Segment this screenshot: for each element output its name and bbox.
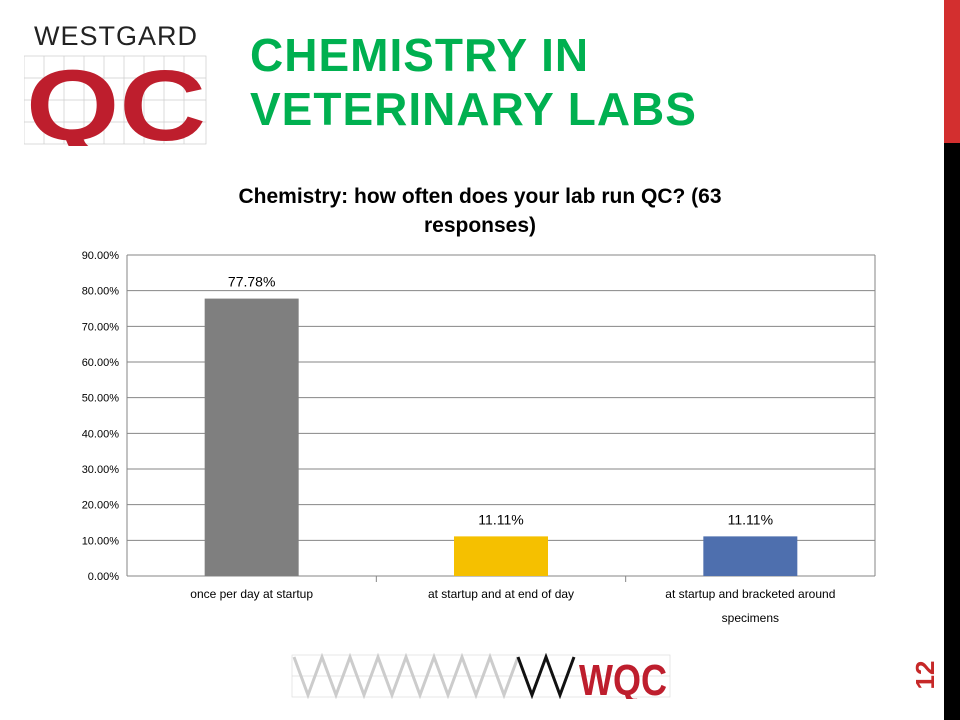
- y-tick-label: 80.00%: [82, 286, 120, 298]
- chart-title-line1: Chemistry: how often does your lab run Q…: [238, 185, 722, 208]
- x-tick-label: specimens: [722, 611, 779, 625]
- data-label: 11.11%: [478, 511, 523, 527]
- y-tick-label: 0.00%: [88, 571, 119, 583]
- slide-title-line2: VETERINARY LABS: [250, 83, 697, 135]
- westgard-qc-logo: WESTGARD QC: [24, 21, 207, 146]
- y-tick-label: 70.00%: [82, 321, 120, 333]
- chart-title-line2: responses): [423, 214, 537, 237]
- svg-text:WQC: WQC: [579, 656, 667, 699]
- page-number: 12: [910, 660, 940, 690]
- y-tick-label: 60.00%: [82, 357, 120, 369]
- x-tick-label: at startup and at end of day: [428, 587, 574, 601]
- svg-text:QC: QC: [26, 50, 206, 146]
- chart-title: Chemistry: how often does your lab run Q…: [150, 182, 810, 240]
- side-bar: [944, 0, 960, 720]
- bar: [204, 298, 299, 576]
- data-label: 11.11%: [728, 511, 773, 527]
- side-bar-accent: [944, 0, 960, 143]
- y-tick-label: 20.00%: [82, 500, 120, 512]
- wqc-footer-logo: WQC: [291, 653, 671, 699]
- bar: [703, 536, 798, 576]
- data-label: 77.78%: [228, 274, 275, 290]
- bar: [454, 536, 548, 576]
- y-tick-label: 30.00%: [82, 464, 120, 476]
- y-tick-label: 40.00%: [82, 428, 120, 440]
- x-tick-label: at startup and bracketed around: [665, 587, 835, 601]
- y-tick-label: 50.00%: [82, 393, 120, 405]
- y-tick-label: 90.00%: [82, 250, 120, 262]
- svg-text:WESTGARD: WESTGARD: [34, 21, 198, 51]
- x-tick-label: once per day at startup: [190, 587, 313, 601]
- slide-title: CHEMISTRY IN VETERINARY LABS: [250, 28, 697, 136]
- bar-chart: 0.00% 10.00% 20.00% 30.00% 40.00% 50.00% 60.00…: [82, 250, 876, 625]
- y-tick-label: 10.00%: [82, 535, 120, 547]
- slide-title-line1: CHEMISTRY IN: [250, 29, 590, 81]
